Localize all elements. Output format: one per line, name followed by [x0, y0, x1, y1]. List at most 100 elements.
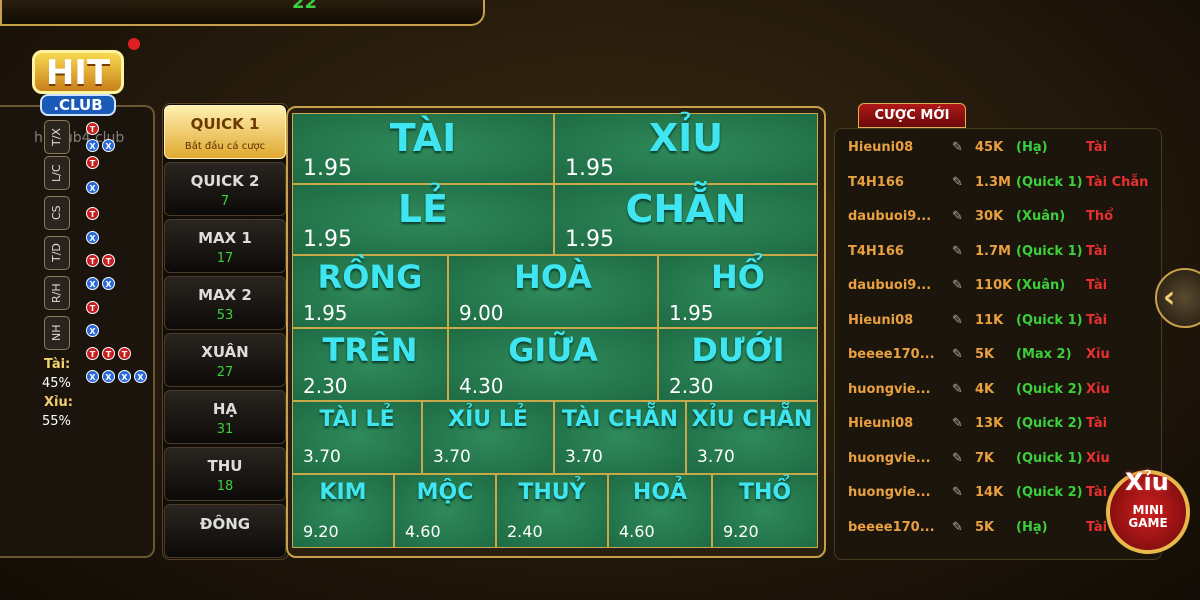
top-bar-value: 22: [292, 0, 318, 13]
mini-game-result: Xỉu: [1125, 468, 1169, 496]
bet-mode: (Quick 1): [1016, 243, 1083, 259]
bet-tab[interactable]: XUÂN 27: [164, 333, 286, 387]
bet-pick: Tài: [1086, 485, 1108, 500]
summary-value: 55%: [42, 414, 71, 429]
bet-pick: Tài: [1086, 519, 1108, 535]
bet-cell[interactable]: HỔ 1.95: [658, 255, 818, 328]
bet-amount: 110K: [975, 278, 1013, 293]
history-dot: X: [86, 139, 99, 152]
bet-cell[interactable]: TÀI CHẴN 3.70: [554, 401, 686, 474]
history-dot: T: [86, 122, 99, 135]
bet-cell[interactable]: XỈU CHẴN 3.70: [686, 401, 818, 474]
bet-cell[interactable]: DƯỚI 2.30: [658, 328, 818, 401]
bet-amount: 1.3M: [975, 174, 1011, 190]
bet-pick: Thổ: [1086, 209, 1114, 224]
bet-odds: 1.95: [303, 227, 352, 252]
bet-pick: Xỉu: [1086, 347, 1110, 362]
bet-cell[interactable]: HOÀ 9.00: [448, 255, 658, 328]
bet-mode: (Hạ): [1016, 140, 1048, 155]
bet-amount: 14K: [975, 485, 1004, 500]
bet-pick: Tài: [1086, 243, 1108, 259]
bet-cell[interactable]: TÀI LẺ 3.70: [292, 401, 422, 474]
bet-tab[interactable]: THU 18: [164, 447, 286, 501]
bet-cell[interactable]: THỔ 9.20: [712, 474, 818, 548]
pencil-icon: ✎: [952, 209, 963, 224]
history-dot: X: [102, 139, 115, 152]
history-dot: T: [86, 207, 99, 220]
tab-name: MAX 1: [198, 229, 252, 247]
history-label: T/D: [44, 236, 70, 270]
bet-tab[interactable]: MAX 2 53: [164, 276, 286, 330]
bet-cell[interactable]: KIM 9.20: [292, 474, 394, 548]
bet-odds: 3.70: [697, 447, 735, 467]
tab-name: XUÂN: [201, 343, 249, 361]
bet-amount: 5K: [975, 347, 995, 362]
bet-tab[interactable]: MAX 1 17: [164, 219, 286, 273]
bet-label: HOẢ: [632, 480, 688, 505]
bet-tab[interactable]: ĐÔNG: [164, 504, 286, 558]
history-panel: [0, 105, 155, 558]
logo-lever: [128, 38, 140, 50]
bet-cell[interactable]: RỒNG 1.95: [292, 255, 448, 328]
bet-cell[interactable]: CHẴN 1.95: [554, 184, 818, 255]
summary-label: Tài:: [44, 357, 71, 372]
bet-amount: 11K: [975, 312, 1004, 328]
bet-cell[interactable]: THUỶ 2.40: [496, 474, 608, 548]
bet-odds: 9.20: [303, 522, 339, 541]
bet-cell[interactable]: XỈU LẺ 3.70: [422, 401, 554, 474]
bet-label: TÀI: [389, 116, 457, 160]
bet-cell[interactable]: GIỮA 4.30: [448, 328, 658, 401]
tab-name: ĐÔNG: [199, 515, 251, 533]
bettor-name: huongvie...: [848, 381, 931, 397]
logo: HIT .CLUB: [28, 38, 140, 128]
tab-name: MAX 2: [198, 286, 252, 304]
tab-name: QUICK 1: [190, 115, 260, 133]
bet-odds: 1.95: [565, 156, 614, 181]
tab-name: THU: [207, 457, 243, 475]
bet-amount: 13K: [975, 416, 1004, 431]
bet-label: GIỮA: [508, 331, 598, 369]
bet-cell[interactable]: LẺ 1.95: [292, 184, 554, 255]
bettor-name: T4H166: [848, 174, 904, 190]
bet-cell[interactable]: TRÊN 2.30: [292, 328, 448, 401]
bet-cell[interactable]: MỘC 4.60: [394, 474, 496, 548]
tab-sub: Bắt đầu cá cược: [184, 141, 266, 152]
panel-toggle[interactable]: ‹: [1155, 268, 1200, 328]
bet-mode: (Quick 2): [1016, 416, 1083, 431]
history-label: T/X: [44, 120, 70, 154]
bettor-name: huongvie...: [848, 485, 931, 500]
pencil-icon: ✎: [952, 381, 963, 397]
bet-tab[interactable]: QUICK 1 Bắt đầu cá cược: [164, 105, 286, 159]
bet-pick: Xỉu: [1086, 381, 1110, 397]
bet-mode: (Quick 1): [1016, 312, 1083, 328]
bet-label: THUỶ: [518, 480, 586, 505]
bet-tab[interactable]: QUICK 2 7: [164, 162, 286, 216]
bet-cell[interactable]: HOẢ 4.60: [608, 474, 712, 548]
mini-game-button[interactable]: MINI GAME: [1106, 470, 1190, 554]
tab-sub: 18: [216, 479, 234, 494]
recent-panel: [834, 128, 1162, 560]
bettor-name: Hieuni08: [848, 416, 914, 431]
bet-cell[interactable]: XỈU 1.95: [554, 113, 818, 184]
bet-odds: 4.30: [459, 374, 504, 398]
bet-label: XỈU: [648, 116, 724, 160]
bet-label: HOÀ: [514, 258, 592, 296]
bet-pick: Tài Chẵn: [1086, 174, 1149, 190]
bet-odds: 2.30: [669, 374, 714, 398]
bet-label: LẺ: [397, 187, 449, 231]
logo-suffix: .CLUB: [40, 94, 116, 116]
bet-cell[interactable]: TÀI 1.95: [292, 113, 554, 184]
pencil-icon: ✎: [952, 485, 963, 500]
bettor-name: daubuoi9...: [848, 278, 932, 293]
bet-amount: 4K: [975, 381, 995, 397]
tab-sub: 31: [216, 422, 234, 437]
summary-value: 45%: [42, 376, 71, 391]
bettor-name: Hieuni08: [848, 312, 914, 328]
bet-tab[interactable]: HẠ 31: [164, 390, 286, 444]
bet-mode: (Xuân): [1016, 209, 1066, 224]
bet-label: MỘC: [416, 480, 474, 505]
history-dot: X: [86, 370, 99, 383]
tab-sub: 7: [220, 194, 230, 209]
tab-name: QUICK 2: [190, 172, 260, 190]
bet-label: KIM: [319, 480, 367, 505]
